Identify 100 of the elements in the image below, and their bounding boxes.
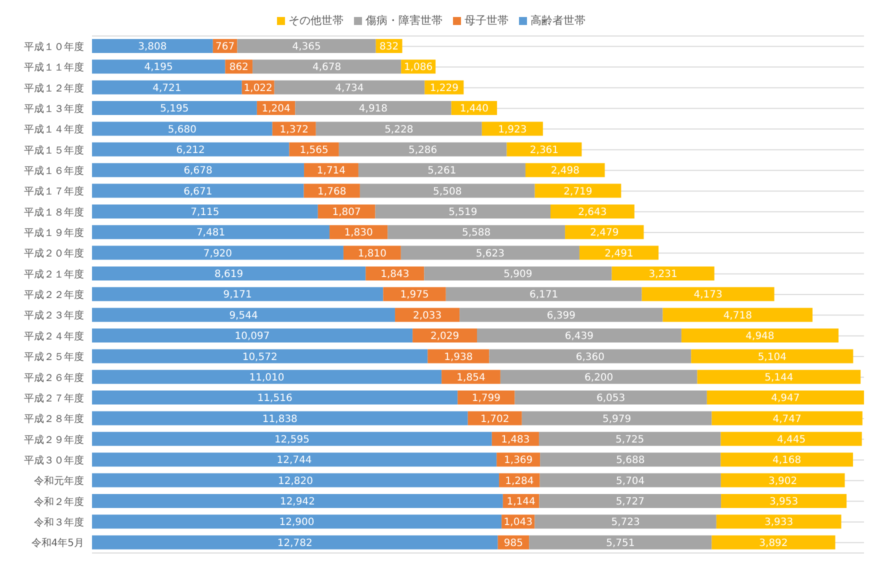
legend-label: 母子世帯 — [464, 14, 508, 27]
data-label: 1,372 — [280, 124, 308, 136]
bar — [721, 494, 847, 508]
data-label: 1,702 — [480, 414, 510, 425]
data-label: 5,261 — [428, 166, 456, 177]
data-label: 2,643 — [578, 206, 607, 218]
bar — [92, 432, 492, 446]
data-label: 1,086 — [404, 62, 433, 74]
bar — [712, 535, 836, 550]
data-label: 4,721 — [152, 82, 182, 94]
bar — [92, 390, 458, 405]
data-label: 12,744 — [276, 455, 312, 466]
y-tick-label: 平成１４年度 — [24, 124, 84, 136]
data-label: 767 — [216, 42, 235, 53]
data-label: 5,104 — [758, 352, 786, 363]
data-label: 1,043 — [504, 517, 532, 528]
data-label: 2,719 — [564, 186, 592, 198]
data-label: 4,918 — [358, 104, 388, 115]
bar — [681, 328, 839, 343]
data-label: 1,830 — [344, 228, 373, 239]
bar — [720, 432, 862, 446]
data-label: 1,807 — [332, 206, 361, 218]
bar — [383, 287, 446, 302]
y-tick-label: 平成２６年度 — [24, 372, 84, 384]
data-label: 6,212 — [176, 144, 205, 156]
data-label: 11,838 — [262, 414, 298, 425]
bar — [92, 328, 413, 343]
bar — [304, 163, 358, 178]
data-label: 4,678 — [312, 62, 342, 74]
bar — [237, 39, 376, 53]
data-label: 4,718 — [723, 310, 752, 322]
bar — [388, 225, 566, 240]
data-label: 9,544 — [229, 310, 258, 322]
y-tick-label: 平成１７年度 — [24, 186, 84, 198]
data-label: 5,979 — [602, 414, 632, 425]
data-label: 5,286 — [408, 144, 438, 156]
bar — [92, 163, 304, 178]
y-tick-label: 平成２４年度 — [24, 330, 84, 342]
bar — [424, 266, 612, 280]
bar — [295, 101, 452, 116]
bar — [92, 494, 503, 508]
bar — [92, 39, 213, 53]
y-tick-label: 平成２５年度 — [24, 351, 84, 364]
bar — [92, 225, 330, 240]
bar — [477, 328, 682, 343]
bar — [706, 390, 864, 405]
data-label: 1,799 — [472, 393, 501, 404]
data-label: 9,171 — [223, 290, 252, 301]
data-label: 10,097 — [234, 331, 270, 342]
data-label: 7,115 — [190, 206, 220, 218]
data-label: 12,820 — [278, 476, 314, 487]
data-label: 4,168 — [772, 455, 802, 466]
data-label: 7,920 — [203, 248, 232, 260]
bar — [642, 287, 774, 302]
bar — [525, 163, 605, 178]
data-label: 1,022 — [244, 82, 272, 94]
data-label: 8,619 — [214, 269, 244, 280]
data-label: 6,360 — [576, 352, 604, 363]
bar — [720, 452, 854, 467]
data-label: 3,231 — [648, 269, 678, 280]
data-label: 5,688 — [616, 455, 645, 466]
data-label: 1,854 — [456, 372, 486, 384]
data-label: 3,902 — [768, 476, 798, 487]
bar — [460, 308, 663, 322]
data-label: 11,010 — [249, 372, 284, 384]
bar — [579, 246, 659, 260]
legend-label: その他世帯 — [288, 14, 344, 27]
data-label: 1,923 — [498, 124, 527, 136]
y-tick-label: 平成２２年度 — [24, 289, 84, 302]
data-label: 1,144 — [506, 496, 536, 508]
y-tick-label: 平成１９年度 — [24, 227, 84, 240]
bar — [375, 204, 550, 218]
bar — [534, 184, 622, 198]
bar — [92, 184, 304, 198]
bar — [252, 60, 402, 74]
data-label: 5,909 — [504, 269, 532, 280]
data-label: 5,623 — [476, 248, 505, 260]
bar — [712, 411, 862, 426]
bar — [92, 246, 344, 260]
bar — [92, 452, 497, 467]
bar — [522, 411, 712, 426]
y-tick-label: 平成１２年度 — [24, 82, 84, 94]
data-label: 4,195 — [144, 62, 173, 74]
legend-label: 高齢者世帯 — [530, 14, 586, 27]
bar — [539, 494, 722, 508]
y-tick-label: 平成１３年度 — [24, 102, 84, 115]
bar — [338, 142, 507, 156]
y-tick-label: 平成２８年度 — [24, 413, 84, 426]
data-label: 4,445 — [776, 434, 806, 446]
data-label: 5,725 — [616, 434, 644, 446]
bar — [400, 246, 580, 260]
data-label: 4,173 — [694, 290, 722, 301]
bar — [92, 80, 242, 94]
bar — [529, 535, 712, 550]
data-label: 1,768 — [318, 186, 346, 198]
bar — [500, 370, 698, 384]
bar — [92, 101, 257, 116]
data-label: 5,704 — [616, 476, 645, 487]
data-label: 6,671 — [184, 186, 212, 198]
bar — [92, 266, 366, 280]
